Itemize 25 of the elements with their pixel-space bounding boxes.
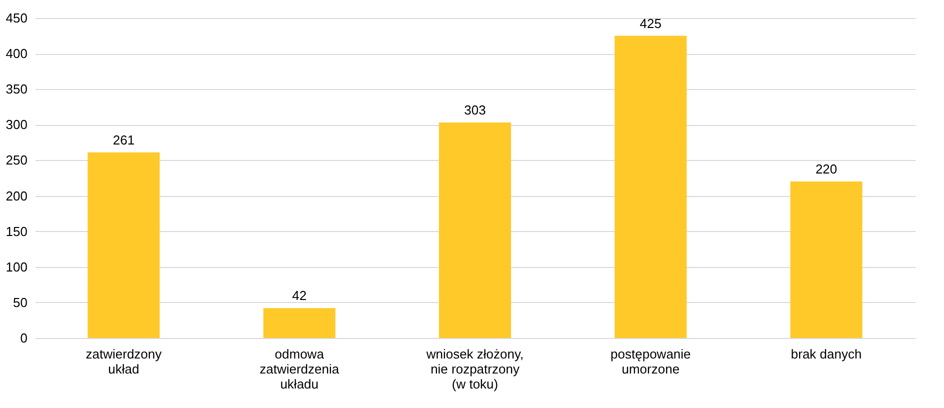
bar [88, 152, 160, 338]
y-tick-label: 300 [6, 117, 28, 132]
y-tick-label: 100 [6, 259, 28, 274]
y-tick-label: 150 [6, 224, 28, 239]
bar [263, 308, 336, 338]
bar [790, 182, 862, 338]
y-tick-label: 400 [6, 46, 28, 62]
y-tick-label: 450 [6, 10, 28, 26]
x-tick-label: wniosek złożony, nie rozpatrzony (w toku) [425, 346, 524, 392]
x-tick-label: postępowanie umorzone [610, 346, 691, 376]
x-tick-label: zatwierdzony układ [86, 346, 162, 376]
y-tick-label: 250 [6, 152, 28, 168]
data-label: 261 [112, 132, 135, 148]
bar [614, 36, 687, 338]
y-tick-label: 200 [6, 188, 28, 204]
x-tick-label: brak danych [790, 346, 862, 362]
data-label: 425 [640, 16, 662, 31]
y-tick-label: 0 [20, 330, 28, 346]
y-tick-label: 50 [13, 294, 28, 310]
x-tick-label: odmowa zatwierdzenia układu [260, 346, 340, 392]
data-label: 220 [815, 162, 838, 177]
bar [438, 122, 512, 338]
data-label: 42 [292, 288, 307, 304]
data-label: 303 [464, 102, 486, 118]
y-tick-label: 350 [6, 82, 28, 97]
